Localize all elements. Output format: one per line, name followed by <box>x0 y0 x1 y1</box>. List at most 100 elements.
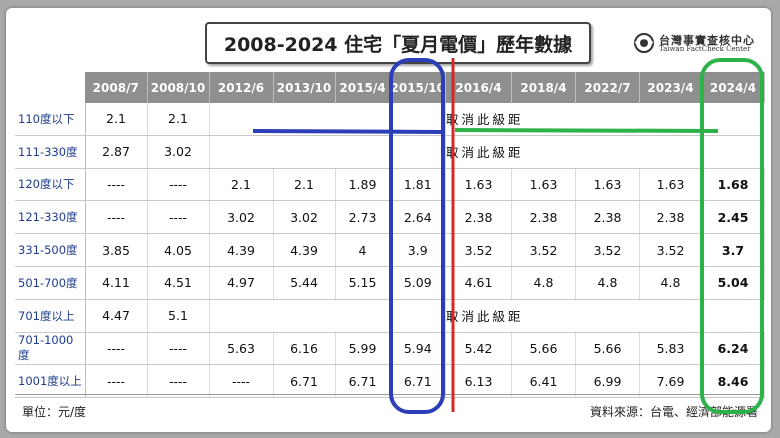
table-row: 120度以下 ---- ---- 2.1 2.1 1.89 1.81 1.63 … <box>15 168 765 202</box>
cancel-tier-text: 取消此級距 <box>445 135 765 169</box>
table-cell: ---- <box>85 332 148 366</box>
table-cell: 6.71 <box>390 364 446 399</box>
row-label: 701度以上 <box>15 299 86 333</box>
row-label: 111-330度 <box>15 135 86 169</box>
col-header: 2024/4 <box>701 72 765 103</box>
col-header: 2023/4 <box>639 72 702 103</box>
table-cell: 2.1 <box>85 103 148 136</box>
table-cell: 2.38 <box>639 200 702 235</box>
table-cell: 1.63 <box>639 168 702 202</box>
row-label: 1001度以上 <box>15 364 86 399</box>
table-cell: 3.52 <box>445 233 512 267</box>
table-cell: 2.38 <box>575 200 640 235</box>
logo-name-en: Taiwan FactCheck Center <box>659 45 751 53</box>
table-cell: ---- <box>85 168 148 202</box>
table-cell: 1.68 <box>701 168 765 202</box>
page-title: 2008-2024 住宅「夏月電價」歷年數據 <box>205 22 591 64</box>
col-header: 2013/10 <box>273 72 336 103</box>
table-row: 331-500度 3.85 4.05 4.39 4.39 4 3.9 3.52 … <box>15 233 765 267</box>
table-cell: 5.99 <box>335 332 391 366</box>
table-cell: 5.1 <box>147 299 210 333</box>
table-cell: 4.47 <box>85 299 148 333</box>
table-cell: 1.63 <box>575 168 640 202</box>
empty-merged-cell <box>209 135 446 169</box>
table-cell: 4.8 <box>639 266 702 300</box>
table-cell: 1.63 <box>445 168 512 202</box>
eye-icon <box>634 33 654 53</box>
col-header: 2015/4 <box>335 72 391 103</box>
table-cell: ---- <box>209 364 274 399</box>
table-cell: 2.64 <box>390 200 446 235</box>
table-cell: 3.52 <box>639 233 702 267</box>
table-cell: 5.09 <box>390 266 446 300</box>
logo-name-cn: 台灣事實查核中心 <box>659 34 755 47</box>
row-label: 701-1000度 <box>15 332 86 366</box>
table-cell: 2.38 <box>511 200 576 235</box>
table-cell: 4.8 <box>511 266 576 300</box>
table-cell: 3.9 <box>390 233 446 267</box>
table-cell: 5.94 <box>390 332 446 366</box>
table-cell: 4.51 <box>147 266 210 300</box>
col-header: 2016/4 <box>445 72 512 103</box>
table-row: 1001度以上 ---- ---- ---- 6.71 6.71 6.71 6.… <box>15 364 765 399</box>
table-row: 701度以上 4.47 5.1 取消此級距 <box>15 299 765 333</box>
table-cell: 2.87 <box>85 135 148 169</box>
table-cell: 6.71 <box>335 364 391 399</box>
table-cell: 3.52 <box>511 233 576 267</box>
table-cell: 5.15 <box>335 266 391 300</box>
table-cell: 6.16 <box>273 332 336 366</box>
table-cell: ---- <box>147 168 210 202</box>
footer-divider <box>15 394 763 395</box>
header-row: 2008/7 2008/10 2012/6 2013/10 2015/4 201… <box>15 72 765 103</box>
row-label: 120度以下 <box>15 168 86 202</box>
table-cell: 6.24 <box>701 332 765 366</box>
table-cell: 4 <box>335 233 391 267</box>
factcheck-logo: 台灣事實查核中心 Taiwan FactCheck Center <box>633 32 763 56</box>
table-cell: 3.02 <box>147 135 210 169</box>
table-cell: 4.11 <box>85 266 148 300</box>
table-cell: ---- <box>85 200 148 235</box>
table-cell: 5.83 <box>639 332 702 366</box>
table-cell: 2.1 <box>147 103 210 136</box>
row-label: 331-500度 <box>15 233 86 267</box>
price-table: 2008/7 2008/10 2012/6 2013/10 2015/4 201… <box>15 72 765 399</box>
table-cell: 6.41 <box>511 364 576 399</box>
table-cell: 2.73 <box>335 200 391 235</box>
table-cell: 8.46 <box>701 364 765 399</box>
table-cell: 3.7 <box>701 233 765 267</box>
table-cell: 3.02 <box>273 200 336 235</box>
table-cell: ---- <box>147 200 210 235</box>
table-cell: 5.66 <box>575 332 640 366</box>
table-cell: 1.81 <box>390 168 446 202</box>
table-cell: 4.61 <box>445 266 512 300</box>
col-header: 2008/10 <box>147 72 210 103</box>
table-cell: 4.8 <box>575 266 640 300</box>
cancel-tier-text: 取消此級距 <box>445 299 765 333</box>
table-cell: 7.69 <box>639 364 702 399</box>
table-row: 110度以下 2.1 2.1 取消此級距 <box>15 103 765 136</box>
table-cell: 4.39 <box>273 233 336 267</box>
header-corner <box>15 72 85 103</box>
row-label: 110度以下 <box>15 103 86 136</box>
table-row: 111-330度 2.87 3.02 取消此級距 <box>15 135 765 169</box>
col-header: 2008/7 <box>85 72 148 103</box>
table-cell: 6.13 <box>445 364 512 399</box>
col-header: 2022/7 <box>575 72 640 103</box>
table-cell: 5.63 <box>209 332 274 366</box>
table-cell: 2.45 <box>701 200 765 235</box>
table-cell: 2.1 <box>209 168 274 202</box>
table-cell: 2.1 <box>273 168 336 202</box>
cancel-tier-text: 取消此級距 <box>445 103 765 136</box>
table-cell: ---- <box>147 364 210 399</box>
table-cell: 6.71 <box>273 364 336 399</box>
table-cell: 3.52 <box>575 233 640 267</box>
source-note: 資料來源：台電、經濟部能源署 <box>589 405 758 419</box>
table-cell: 3.85 <box>85 233 148 267</box>
empty-merged-cell <box>209 299 446 333</box>
col-header: 2018/4 <box>511 72 576 103</box>
table-cell: 5.44 <box>273 266 336 300</box>
table-cell: ---- <box>85 364 148 399</box>
empty-merged-cell <box>209 103 446 136</box>
table-cell: 4.39 <box>209 233 274 267</box>
table-row: 701-1000度 ---- ---- 5.63 6.16 5.99 5.94 … <box>15 332 765 366</box>
